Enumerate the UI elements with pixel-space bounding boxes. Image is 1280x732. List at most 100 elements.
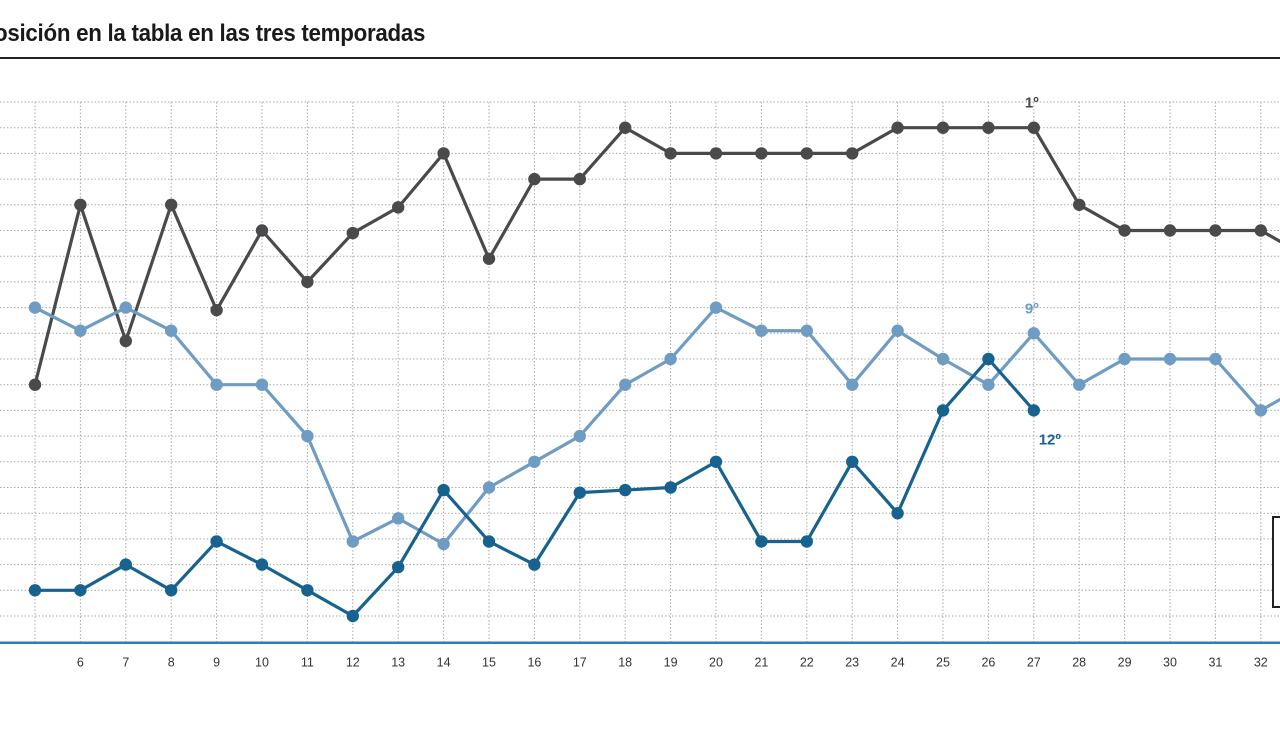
data-point [255,378,269,391]
data-point [74,584,87,597]
data-point [1027,327,1041,340]
data-point [255,558,269,571]
x-tick-label: 29 [1118,656,1132,670]
data-point [28,584,42,597]
data-point [664,147,677,160]
end-label: 12º [1039,431,1062,448]
grid-layer [0,101,1280,643]
data-point [74,324,87,337]
x-tick-label: 20 [709,656,723,670]
data-point [846,378,859,391]
data-point [1254,224,1268,237]
data-point [1118,352,1131,366]
x-tick-label: 32 [1254,656,1268,670]
data-point [619,483,632,497]
data-point [664,481,677,494]
data-point [301,275,314,289]
series-3 [28,352,1041,623]
data-point [210,378,223,391]
data-point [1209,352,1222,366]
data-point [301,584,314,597]
x-tick-label: 7 [122,656,129,670]
data-point [119,558,132,571]
data-point [891,121,904,134]
data-point [1027,404,1041,417]
data-point [392,560,405,574]
end-labels: 1º 9º 12º [1025,95,1062,449]
x-tick-label: 24 [891,656,905,670]
x-tick-label: 19 [664,656,678,670]
x-tick-label: 22 [800,656,814,670]
x-tick-label: 30 [1163,656,1177,670]
x-tick-label: 8 [168,656,175,670]
data-point [74,198,87,211]
data-point [482,481,496,494]
data-point [709,147,723,160]
data-point [800,535,813,548]
x-tick-label: 6 [77,656,84,670]
x-tick-label: 15 [482,656,496,670]
x-tick-label: 23 [845,656,859,670]
data-point [28,301,42,314]
x-tick-label: 10 [255,656,269,670]
data-point [755,324,768,337]
data-point [165,198,178,211]
data-point [165,324,178,337]
data-point [346,609,359,623]
data-point [573,172,586,186]
data-point [573,486,586,499]
data-point [437,483,450,497]
x-tick-label: 13 [391,656,405,670]
data-point [392,512,405,525]
chart-title: osición en la tabla en las tres temporad… [0,20,426,47]
x-tick-label: 21 [754,656,768,670]
data-point [1163,352,1177,366]
x-tick-label: 9 [213,656,220,670]
data-point [619,121,632,134]
data-point [664,352,677,366]
data-point [709,301,723,314]
data-point [210,535,223,548]
x-tick-label: 11 [301,656,314,670]
data-point [346,535,359,548]
x-tick-label: 26 [981,656,995,670]
data-point [1073,198,1086,211]
title-rule [0,57,1280,59]
end-label: 9º [1025,300,1039,317]
data-point [1073,378,1086,391]
data-point [528,558,541,571]
data-point [1027,121,1041,134]
data-point [846,455,859,468]
data-point [528,172,541,186]
data-point [482,535,496,548]
x-tick-label: 27 [1027,656,1041,670]
data-point [1209,224,1222,237]
data-point [936,121,950,134]
data-point [1118,224,1131,237]
data-point [846,147,859,160]
data-point [573,429,586,443]
data-point [619,378,632,391]
data-point [119,334,132,348]
x-tick-label: 25 [936,656,950,670]
x-tick-label: 18 [618,656,632,670]
data-point [392,201,405,214]
data-point [800,324,813,337]
data-point [482,252,496,265]
x-tick-label: 16 [527,656,541,670]
data-point [709,455,723,468]
x-tick-label: 28 [1072,656,1086,670]
data-point [800,147,813,160]
data-point [982,352,995,366]
data-point [982,378,995,391]
x-tick-label: 14 [437,656,451,670]
data-point [437,537,450,551]
series-layer [28,121,1280,623]
x-axis: 6 7 8 9 10 11 12 13 14 15 16 17 18 19 20 21 22 23 24 25 26 27… [0,641,1280,670]
data-point [982,121,995,134]
data-point [936,352,950,366]
series-1 [28,121,1280,391]
data-point [28,378,42,391]
data-point [301,429,314,443]
